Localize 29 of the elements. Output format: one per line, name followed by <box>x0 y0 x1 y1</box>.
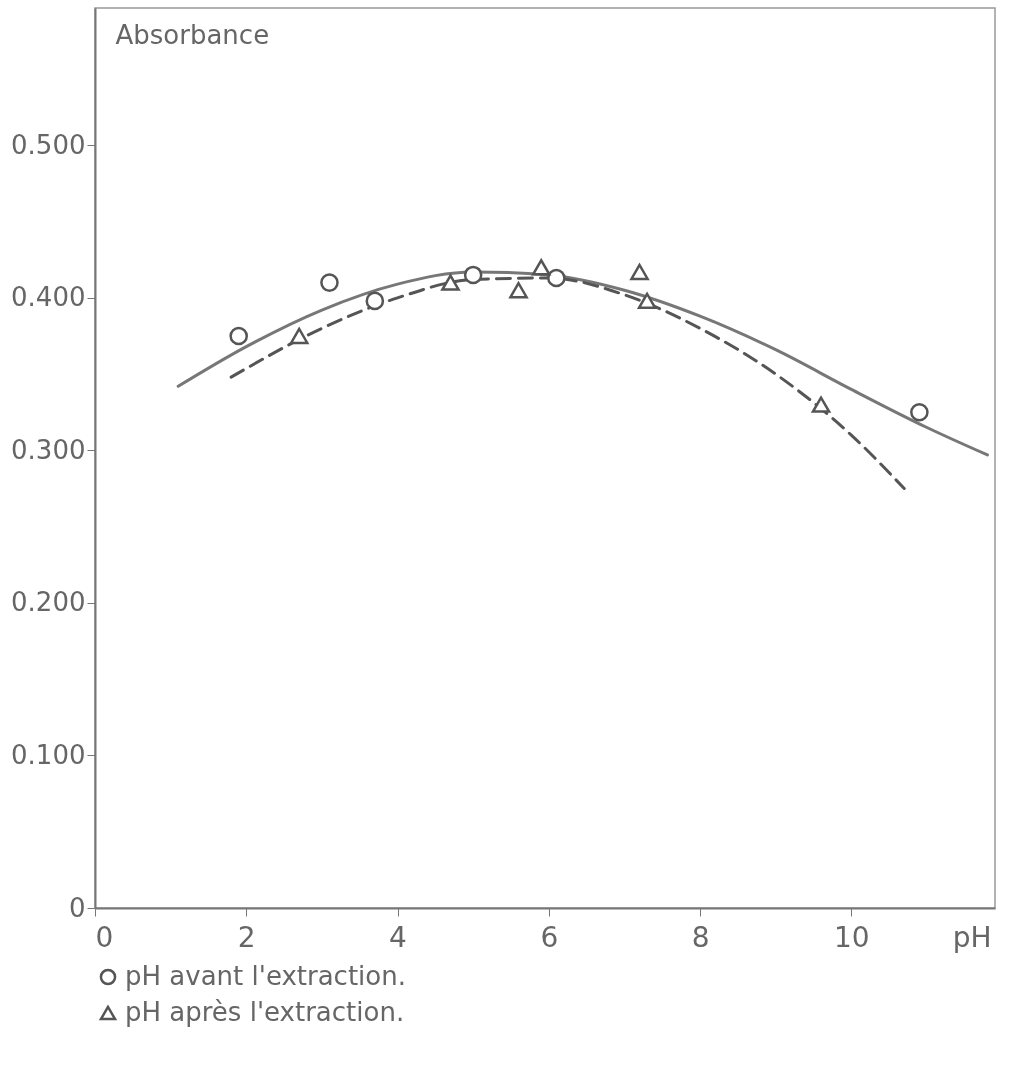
point <box>811 396 831 413</box>
point <box>630 263 649 281</box>
legend-label: pH avant l'extraction. <box>125 961 406 991</box>
y-tick-label: 0.400 <box>11 282 86 313</box>
point <box>547 268 566 288</box>
x-tick-label: 0 <box>95 920 114 954</box>
point <box>463 265 483 285</box>
y-tick-label: 0 <box>68 892 86 923</box>
x-tick-label: 8 <box>691 920 710 954</box>
x-axis-title: pH <box>952 920 992 954</box>
point <box>289 327 309 345</box>
y-tick-label: 0.500 <box>11 129 86 160</box>
x-tick-label: 6 <box>540 920 559 954</box>
x-tick-label: 2 <box>237 920 256 954</box>
point <box>637 292 657 310</box>
point <box>441 274 460 291</box>
x-tick-label: 10 <box>833 920 870 954</box>
y-axis-title: Absorbance <box>115 19 270 50</box>
legend-label: pH après l'extraction. <box>125 997 405 1027</box>
y-tick-label: 0.100 <box>11 739 86 770</box>
y-tick-label: 0.300 <box>11 434 86 465</box>
y-tick-label: 0.200 <box>11 587 86 618</box>
point <box>531 259 551 276</box>
x-tick-label: 4 <box>389 920 407 954</box>
point <box>229 326 249 346</box>
point <box>320 273 339 292</box>
point <box>509 281 528 299</box>
point <box>365 291 385 311</box>
point <box>910 402 929 422</box>
